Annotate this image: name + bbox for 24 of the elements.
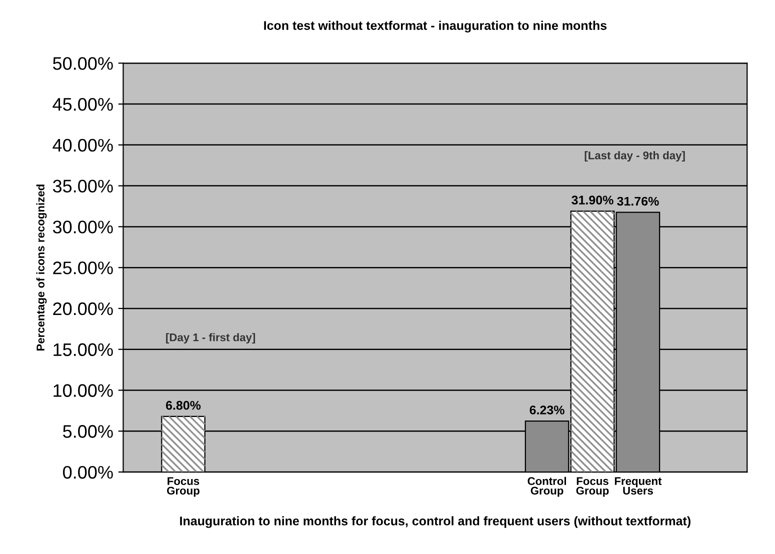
chart-title: Icon test without textformat - inauguration to nine months [264,20,607,32]
x-tick-label: Focus Group [576,477,609,497]
y-tick-label: 0.00% [63,466,113,479]
data-label: 31.90% [572,196,614,205]
y-tick-label: 15.00% [54,343,113,356]
x-tick-label: Focus Group [167,477,200,497]
y-tick-label: 20.00% [53,302,113,316]
y-tick-label: 45.00% [52,98,113,111]
data-label: 6.23% [530,406,564,414]
y-tick-label: 50.00% [52,57,113,70]
data-label: 6.80% [166,400,201,410]
x-tick-label: Control Group [528,476,566,497]
data-label: 31.76% [617,196,659,206]
y-tick-label: 35.00% [52,180,113,193]
y-tick-label: 10.00% [54,384,113,397]
y-tick-label: 30.00% [52,220,113,234]
y-tick-label: 40.00% [52,138,113,152]
y-axis-title: Percentage of icons recognized [36,184,47,350]
annotation: [Last day - 9th day] [584,151,685,162]
y-tick-label: 25.00% [53,262,113,274]
y-tick-label: 5.00% [63,425,113,438]
annotation: [Day 1 - first day] [166,333,256,344]
x-tick-label: Frequent Users [614,477,662,495]
x-axis-title: Inauguration to nine months for focus, control and frequent users (without textformat) [180,516,690,528]
